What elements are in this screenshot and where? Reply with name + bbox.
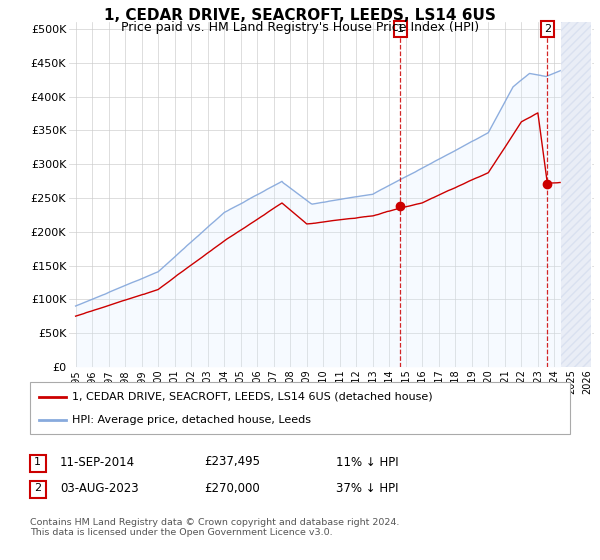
Text: £270,000: £270,000 <box>204 482 260 495</box>
Text: 2: 2 <box>544 24 551 34</box>
Text: 1, CEDAR DRIVE, SEACROFT, LEEDS, LS14 6US (detached house): 1, CEDAR DRIVE, SEACROFT, LEEDS, LS14 6U… <box>72 392 433 402</box>
Text: 11-SEP-2014: 11-SEP-2014 <box>60 455 135 469</box>
Text: Price paid vs. HM Land Registry's House Price Index (HPI): Price paid vs. HM Land Registry's House … <box>121 21 479 34</box>
Text: 2: 2 <box>34 483 41 493</box>
Text: 1, CEDAR DRIVE, SEACROFT, LEEDS, LS14 6US: 1, CEDAR DRIVE, SEACROFT, LEEDS, LS14 6U… <box>104 8 496 24</box>
Text: 1: 1 <box>34 457 41 467</box>
Text: 1: 1 <box>397 24 404 34</box>
Text: £237,495: £237,495 <box>204 455 260 469</box>
Text: HPI: Average price, detached house, Leeds: HPI: Average price, detached house, Leed… <box>72 414 311 424</box>
Text: 03-AUG-2023: 03-AUG-2023 <box>60 482 139 495</box>
Text: 11% ↓ HPI: 11% ↓ HPI <box>336 455 398 469</box>
Text: 37% ↓ HPI: 37% ↓ HPI <box>336 482 398 495</box>
Text: Contains HM Land Registry data © Crown copyright and database right 2024.
This d: Contains HM Land Registry data © Crown c… <box>30 518 400 538</box>
